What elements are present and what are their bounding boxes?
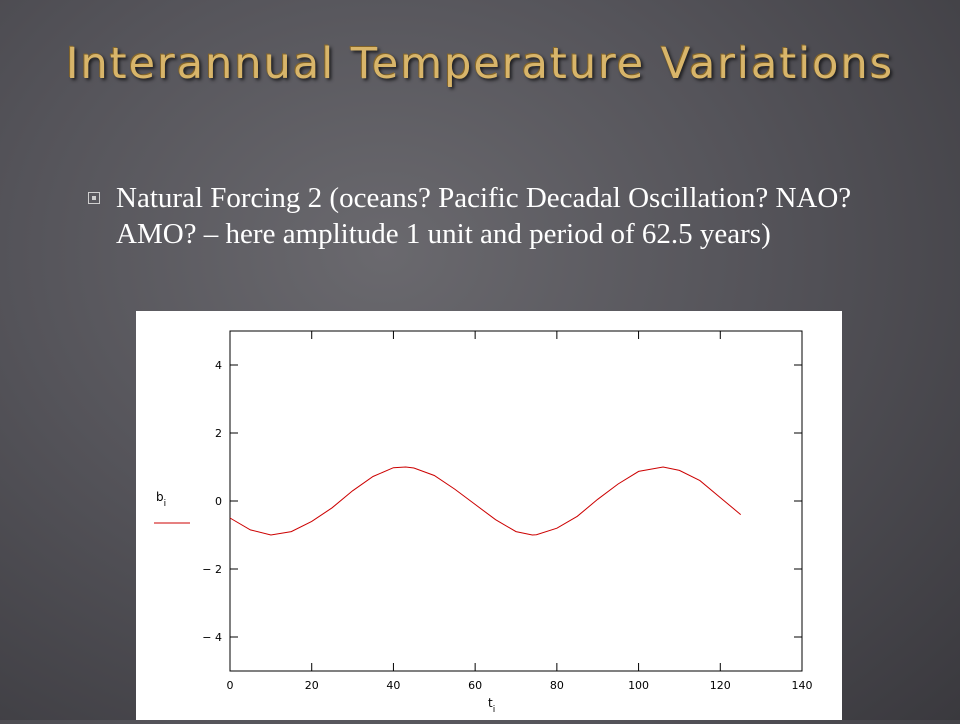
axis-ticks: [229, 331, 803, 671]
y-tick-label: − 4: [202, 631, 222, 644]
x-tick-label: 120: [710, 679, 731, 692]
plot-frame: [229, 330, 803, 672]
x-axis-label-base: t: [488, 696, 493, 710]
tick-labels: 0 20 40 60 80 100 120 140 − 4 − 2 0 2 4: [202, 359, 812, 692]
x-tick-label: 0: [227, 679, 234, 692]
bullet-text: Natural Forcing 2 (oceans? Pacific Decad…: [116, 182, 852, 250]
x-axis-label-sub: i: [493, 705, 496, 715]
y-tick-label: − 2: [202, 563, 222, 576]
bullet-item: Natural Forcing 2 (oceans? Pacific Decad…: [88, 180, 868, 252]
x-tick-label: 100: [628, 679, 649, 692]
x-axis-label: ti: [488, 696, 495, 715]
y-axis-label: bi: [156, 490, 166, 509]
series-group: [229, 466, 742, 536]
y-axis-label-base: b: [156, 490, 164, 504]
x-tick-label: 140: [792, 679, 813, 692]
y-tick-label: 4: [215, 359, 222, 372]
x-tick-label: 80: [550, 679, 564, 692]
y-tick-label: 0: [215, 495, 222, 508]
x-tick-label: 40: [386, 679, 400, 692]
square-bullet-icon: [88, 192, 100, 204]
series-line: [229, 466, 742, 536]
x-tick-label: 20: [305, 679, 319, 692]
y-tick-label: 2: [215, 427, 222, 440]
y-axis-label-sub: i: [164, 499, 167, 509]
slide-title: Interannual Temperature Variations: [65, 39, 895, 89]
x-tick-label: 60: [468, 679, 482, 692]
